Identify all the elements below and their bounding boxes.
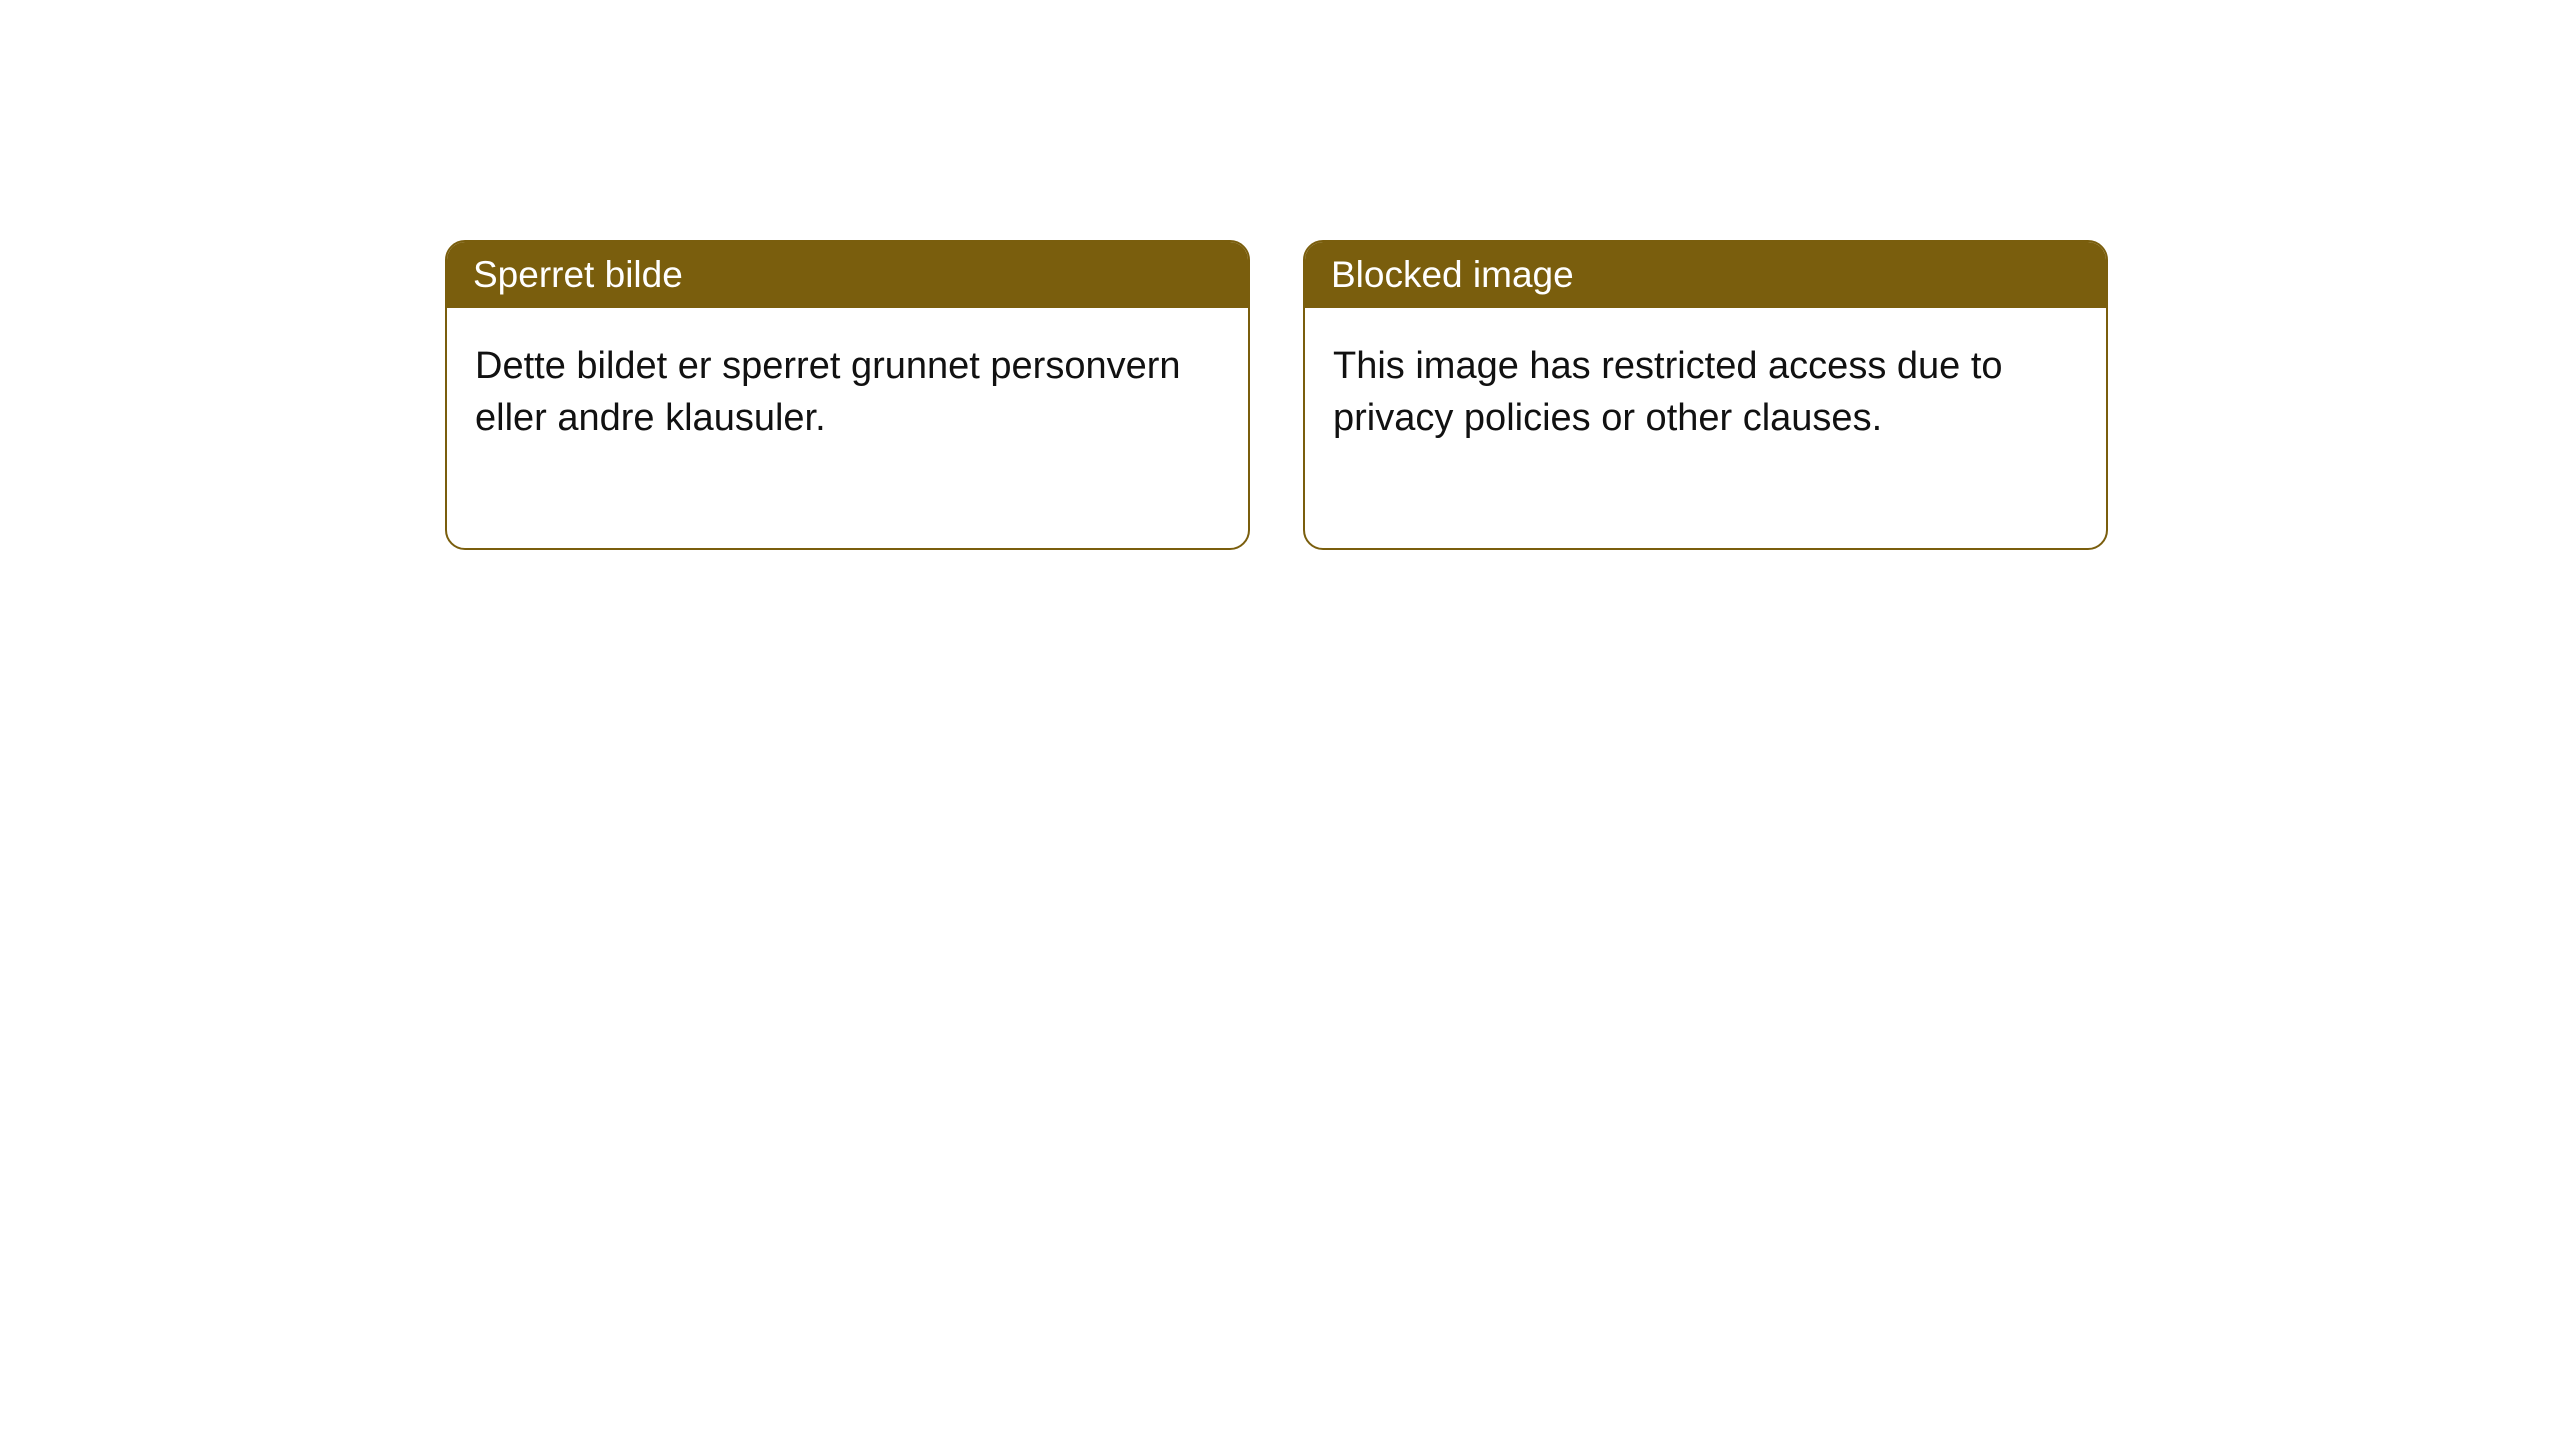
notice-body-english: This image has restricted access due to … — [1305, 308, 2106, 548]
notice-card-english: Blocked image This image has restricted … — [1303, 240, 2108, 550]
notices-container: Sperret bilde Dette bildet er sperret gr… — [445, 240, 2108, 550]
notice-header-english: Blocked image — [1305, 242, 2106, 308]
notice-body-norwegian: Dette bildet er sperret grunnet personve… — [447, 308, 1248, 548]
notice-card-norwegian: Sperret bilde Dette bildet er sperret gr… — [445, 240, 1250, 550]
notice-header-norwegian: Sperret bilde — [447, 242, 1248, 308]
